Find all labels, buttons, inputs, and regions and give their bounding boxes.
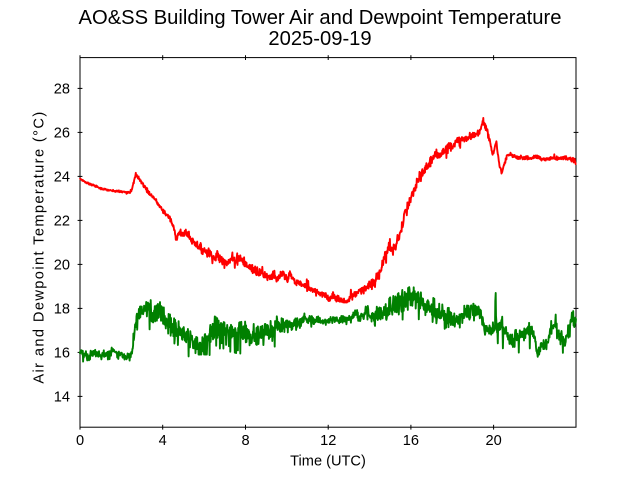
svg-text:24: 24 [54,170,70,186]
svg-text:16: 16 [54,346,70,362]
svg-text:20: 20 [485,433,501,449]
svg-text:26: 26 [54,126,70,142]
svg-text:22: 22 [54,214,70,230]
svg-text:28: 28 [54,82,70,98]
svg-text:18: 18 [54,302,70,318]
svg-text:2025-09-19: 2025-09-19 [268,28,371,50]
svg-text:8: 8 [241,433,249,449]
svg-text:4: 4 [159,433,167,449]
svg-text:Time (UTC): Time (UTC) [290,454,366,470]
svg-text:12: 12 [320,433,336,449]
svg-text:Air and Dewpoint Temperature (: Air and Dewpoint Temperature (°C) [32,110,48,383]
svg-text:14: 14 [54,390,70,406]
svg-text:0: 0 [76,433,84,449]
svg-text:AO&SS Building Tower Air and D: AO&SS Building Tower Air and Dewpoint Te… [79,7,562,29]
svg-text:20: 20 [54,258,70,274]
svg-text:16: 16 [403,433,419,449]
